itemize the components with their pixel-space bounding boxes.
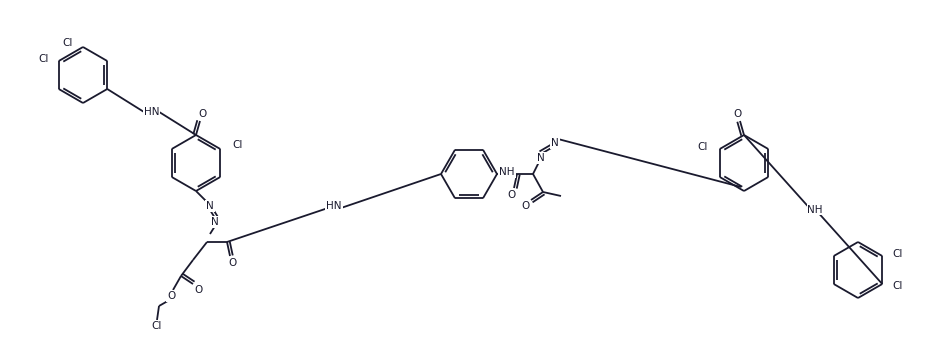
Text: N: N (206, 201, 214, 211)
Text: Cl: Cl (62, 38, 73, 48)
Text: Cl: Cl (39, 54, 49, 64)
Text: NH: NH (807, 205, 823, 215)
Text: N: N (211, 217, 219, 227)
Text: Cl: Cl (892, 249, 902, 259)
Text: O: O (733, 109, 742, 119)
Text: N: N (551, 138, 559, 148)
Text: O: O (522, 201, 531, 211)
Text: O: O (167, 291, 176, 301)
Text: O: O (194, 285, 202, 295)
Text: Cl: Cl (698, 142, 708, 152)
Text: HN: HN (327, 201, 342, 211)
Text: HN: HN (143, 107, 160, 117)
Text: Cl: Cl (152, 321, 162, 331)
Text: O: O (198, 109, 206, 119)
Text: O: O (228, 258, 236, 268)
Text: O: O (508, 190, 516, 200)
Text: NH: NH (499, 167, 514, 177)
Text: N: N (537, 153, 545, 163)
Text: Cl: Cl (232, 140, 243, 150)
Text: Cl: Cl (892, 281, 902, 291)
